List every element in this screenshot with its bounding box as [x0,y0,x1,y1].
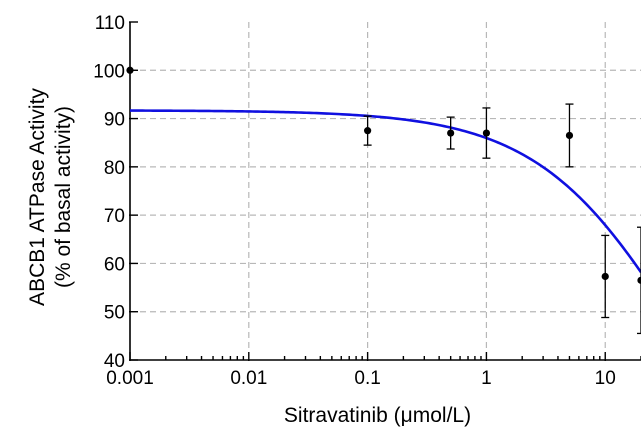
y-axis-subtitle: (% of basal activity) [52,106,75,288]
x-axis-title: Sitravatinib (μmol/L) [284,404,471,427]
grid-lines [130,22,641,360]
data-point [447,129,455,137]
data-point [565,131,574,140]
x-tick-label: 1 [481,368,492,389]
axes [129,21,641,361]
data-point [482,129,491,137]
y-tick-label: 60 [104,254,125,275]
x-tick-label: 10 [595,368,616,389]
data-point [126,66,134,74]
fit-curve [130,109,641,273]
y-tick-label: 50 [104,303,125,324]
y-tick-label: 110 [95,13,125,34]
x-tick-label: 0.01 [230,368,267,389]
y-tick-label: 80 [104,158,125,179]
x-tick-label: 0.001 [106,368,154,389]
y-tick-label: 70 [104,206,125,227]
fit-curve-line [130,109,641,273]
data-point [637,276,641,284]
y-tick-label: 100 [93,61,125,82]
y-tick-label: 90 [104,110,125,131]
data-points [126,66,641,335]
data-point [364,127,372,135]
y-tick-label: 40 [104,351,125,372]
x-tick-label: 0.1 [354,368,380,389]
y-axis-title: ABCB1 ATPase Activity [26,88,49,306]
data-point [601,272,609,281]
